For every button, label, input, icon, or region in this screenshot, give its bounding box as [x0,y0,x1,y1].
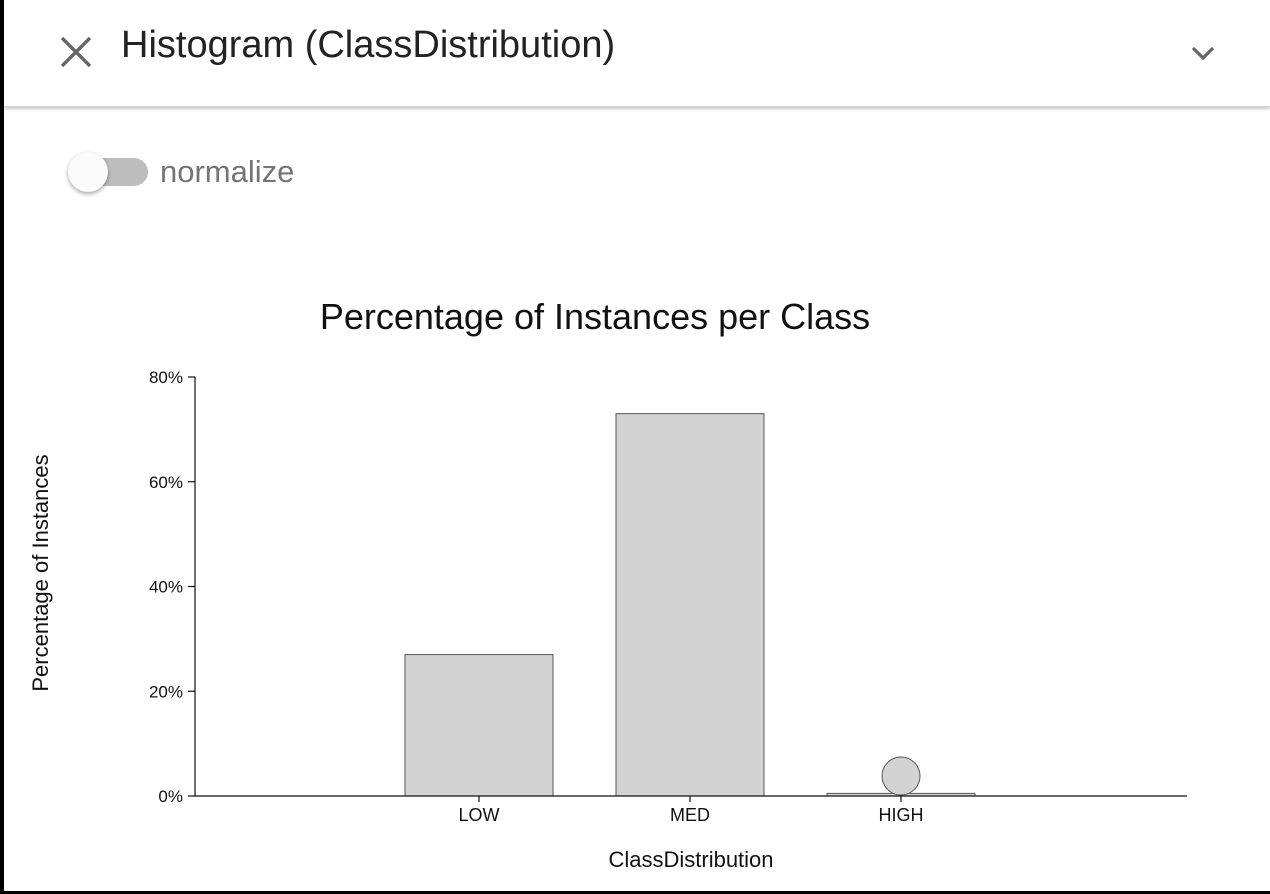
histogram-chart: Percentage of Instances per Class 0% 20% 4… [4,240,1270,891]
chevron-down-icon [1191,46,1215,61]
y-tick-label: 60% [149,473,183,492]
panel-title: Histogram (ClassDistribution) [121,24,616,66]
y-axis: 0% 20% 40% 60% 80% [149,368,196,806]
toggle-thumb[interactable] [68,152,108,192]
x-tick-label: LOW [458,805,499,825]
y-tick-label: 0% [158,787,183,806]
bar-med[interactable] [615,413,765,797]
y-axis-label: Percentage of Instances [28,454,53,691]
expand-button[interactable] [1188,38,1218,68]
x-axis: LOW MED HIGH [195,795,1187,825]
y-tick-label: 80% [149,368,183,387]
chart-title: Percentage of Instances per Class [320,296,870,337]
bars-group [404,413,976,797]
normalize-toggle[interactable]: normalize [68,150,328,194]
x-tick-label: MED [670,805,710,825]
bar-marker[interactable] [881,756,921,796]
marker-layer [881,756,921,796]
chart-svg: Percentage of Instances per Class 0% 20% 4… [28,296,1187,872]
histogram-panel: Histogram (ClassDistribution) normalize … [4,0,1270,891]
panel-header: Histogram (ClassDistribution) [4,0,1270,107]
x-axis-label: ClassDistribution [608,847,773,872]
y-tick-label: 40% [149,578,183,597]
x-tick-label: HIGH [879,805,924,825]
normalize-label: normalize [160,154,295,189]
close-button[interactable] [58,34,94,70]
bar-low[interactable] [404,654,554,797]
close-icon [60,36,92,68]
y-tick-label: 20% [149,682,183,701]
